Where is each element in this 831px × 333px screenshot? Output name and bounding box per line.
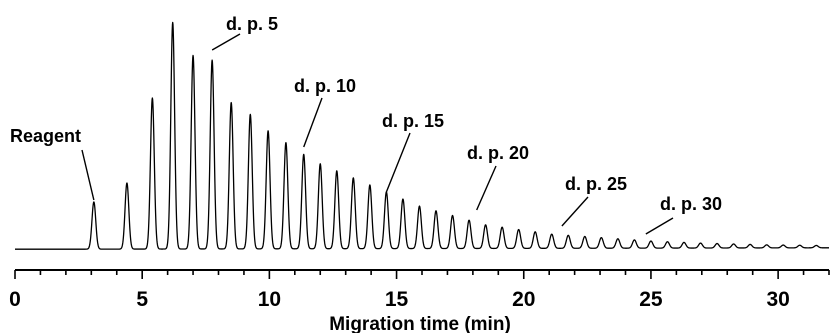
annotation-label: d. p. 20	[467, 143, 529, 163]
annotation-label: Reagent	[10, 126, 81, 146]
annotation-label: d. p. 15	[382, 111, 444, 131]
annotation-leader-line	[561, 196, 589, 227]
annotation-leader-line	[303, 97, 323, 148]
x-tick-label: 15	[385, 288, 409, 311]
x-axis-ticks: 0 5 10 15 20 25 30	[9, 270, 830, 311]
annotation-leader-line	[211, 33, 241, 51]
annotation-label: d. p. 10	[294, 76, 356, 96]
annotation-leader-line	[385, 132, 411, 193]
annotation-leader-line	[81, 149, 95, 201]
x-tick-label: 5	[136, 288, 148, 311]
annotation-label: d. p. 25	[565, 174, 627, 194]
annotation-label: d. p. 30	[660, 194, 722, 214]
x-tick-label: 0	[9, 288, 21, 311]
annotation-label: d. p. 5	[226, 14, 278, 34]
peak-annotations: Reagent d. p. 5 d. p. 10 d. p. 15 d. p. 20 d.…	[10, 14, 722, 235]
x-tick-label: 20	[512, 288, 535, 311]
x-tick-label: 10	[258, 288, 281, 311]
signal-trace	[14, 21, 830, 250]
x-tick-label: 25	[639, 288, 663, 311]
annotation-leader-line	[645, 217, 674, 235]
annotation-leader-line	[476, 165, 497, 211]
x-axis-title: Migration time (min)	[329, 314, 511, 333]
x-tick-label: 30	[766, 288, 789, 311]
